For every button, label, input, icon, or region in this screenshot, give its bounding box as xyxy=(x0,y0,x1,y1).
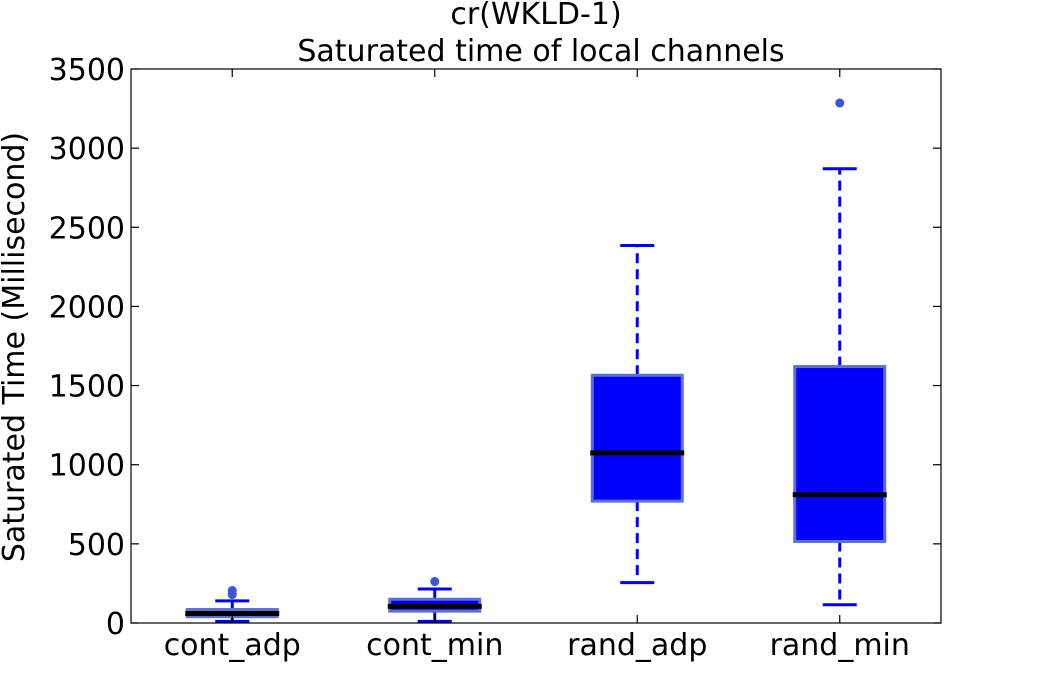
chart-title-line-2: Saturated time of local channels xyxy=(297,34,784,69)
plot-frame xyxy=(130,68,942,624)
box xyxy=(590,373,684,503)
chart-title-line-1: cr(WKLD-1) xyxy=(450,0,621,32)
box-group xyxy=(590,243,685,585)
x-tick-label: rand_min xyxy=(770,628,910,663)
outlier-point xyxy=(835,98,845,108)
box xyxy=(793,365,887,543)
plot-area xyxy=(185,98,887,623)
x-tick-label: cont_min xyxy=(366,628,503,663)
x-tick-label: rand_adp xyxy=(567,628,707,663)
x-tick-label: cont_adp xyxy=(164,628,301,663)
y-axis-label: Saturated Time (Millisecond) xyxy=(0,132,32,562)
y-tick-label: 2000 xyxy=(49,290,125,325)
y-tick-label: 0 xyxy=(106,607,125,642)
outlier-point xyxy=(430,577,440,587)
y-tick-label: 500 xyxy=(68,528,125,563)
x-axis: cont_adp cont_min rand_adp rand_min xyxy=(164,69,910,663)
box-group xyxy=(792,98,887,607)
y-tick-label: 1000 xyxy=(49,449,125,484)
box-group xyxy=(387,577,482,623)
y-tick-label: 1500 xyxy=(49,370,125,405)
y-axis: 0 500 1000 1500 2000 2500 3000 3500 xyxy=(49,53,941,642)
y-tick-label: 3000 xyxy=(49,132,125,167)
outlier-point xyxy=(227,586,237,596)
y-tick-label: 3500 xyxy=(49,53,125,88)
y-tick-label: 2500 xyxy=(49,211,125,246)
